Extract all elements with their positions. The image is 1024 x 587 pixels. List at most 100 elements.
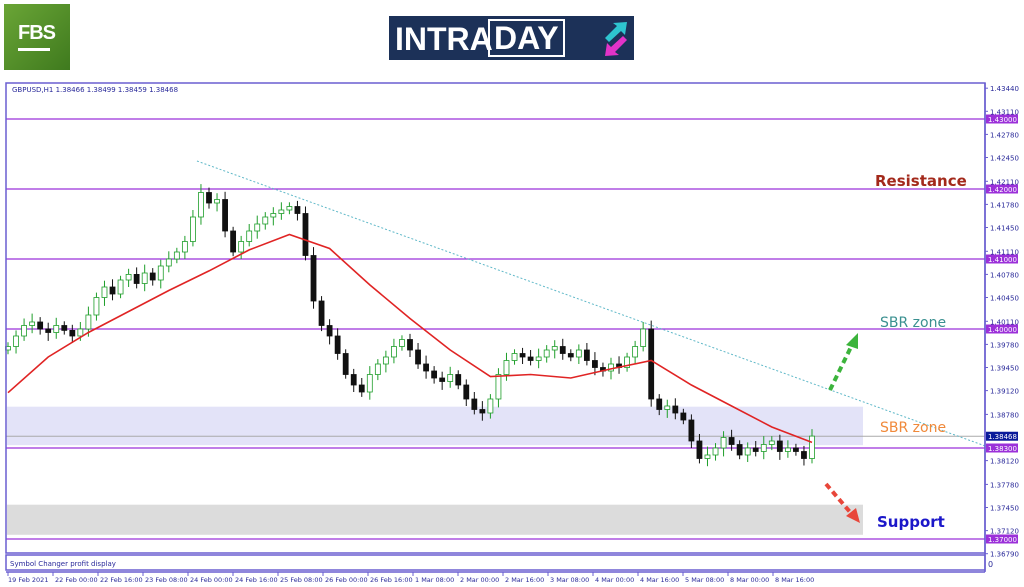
candle[interactable]	[608, 363, 614, 372]
candle[interactable]	[809, 435, 815, 459]
candle[interactable]	[366, 374, 373, 393]
candle[interactable]	[214, 199, 220, 204]
candle[interactable]	[246, 230, 253, 242]
candle[interactable]	[391, 346, 397, 358]
candle[interactable]	[85, 314, 92, 330]
candle[interactable]	[198, 192, 204, 218]
candle[interactable]	[455, 374, 462, 386]
candle[interactable]	[141, 272, 148, 284]
candle[interactable]	[45, 328, 52, 333]
candle[interactable]	[712, 447, 719, 456]
candle[interactable]	[680, 412, 687, 421]
candle[interactable]	[479, 409, 486, 414]
candle[interactable]	[752, 447, 759, 452]
candle[interactable]	[423, 363, 429, 372]
candle[interactable]	[463, 384, 470, 400]
candle[interactable]	[407, 339, 413, 351]
candle[interactable]	[165, 258, 172, 267]
candle[interactable]	[592, 360, 598, 368]
candle[interactable]	[431, 370, 438, 379]
candle[interactable]	[760, 444, 767, 452]
candle[interactable]	[551, 346, 558, 351]
candle[interactable]	[744, 447, 751, 456]
candle[interactable]	[776, 440, 783, 452]
candle[interactable]	[801, 451, 807, 459]
candle[interactable]	[728, 437, 735, 445]
candle[interactable]	[157, 265, 164, 281]
candle[interactable]	[503, 360, 510, 375]
candle[interactable]	[784, 447, 791, 452]
candle[interactable]	[415, 349, 421, 365]
candle[interactable]	[704, 454, 711, 459]
candle[interactable]	[254, 223, 261, 232]
candle[interactable]	[133, 273, 140, 284]
candle[interactable]	[238, 241, 245, 253]
candle[interactable]	[230, 230, 237, 253]
candle[interactable]	[262, 216, 269, 225]
candle[interactable]	[77, 328, 84, 337]
candle[interactable]	[294, 206, 301, 214]
candle[interactable]	[567, 353, 574, 358]
candle[interactable]	[447, 374, 454, 382]
candle[interactable]	[310, 255, 317, 302]
trendline[interactable]	[196, 160, 990, 448]
candle[interactable]	[720, 437, 727, 449]
candle[interactable]	[93, 297, 100, 316]
candle[interactable]	[53, 325, 60, 333]
candle[interactable]	[350, 374, 357, 386]
candle[interactable]	[535, 356, 542, 361]
candle[interactable]	[334, 335, 341, 354]
candle[interactable]	[181, 241, 188, 253]
candle[interactable]	[471, 398, 478, 410]
candle[interactable]	[117, 279, 124, 295]
candle[interactable]	[101, 286, 108, 298]
candle[interactable]	[358, 384, 365, 393]
candle[interactable]	[318, 300, 325, 326]
candle[interactable]	[29, 321, 36, 326]
candle[interactable]	[286, 206, 293, 211]
candle[interactable]	[656, 398, 663, 410]
candle[interactable]	[527, 356, 534, 361]
candle[interactable]	[632, 346, 639, 358]
candle[interactable]	[736, 444, 743, 456]
candle[interactable]	[575, 349, 582, 358]
candle[interactable]	[696, 440, 703, 459]
candle[interactable]	[222, 199, 228, 232]
candle[interactable]	[302, 213, 309, 256]
candle[interactable]	[793, 447, 799, 452]
candle[interactable]	[149, 272, 156, 281]
candle[interactable]	[270, 213, 277, 218]
candle[interactable]	[648, 328, 655, 400]
candle[interactable]	[382, 356, 389, 365]
candle[interactable]	[342, 353, 349, 375]
candle[interactable]	[399, 339, 405, 347]
candle[interactable]	[37, 321, 44, 330]
candle[interactable]	[495, 374, 502, 400]
candle[interactable]	[664, 405, 671, 410]
candle[interactable]	[190, 216, 196, 242]
candle[interactable]	[125, 273, 132, 281]
candle[interactable]	[69, 329, 76, 337]
candle[interactable]	[583, 349, 590, 361]
candle[interactable]	[439, 377, 446, 382]
candle[interactable]	[173, 251, 180, 260]
candle[interactable]	[624, 356, 630, 368]
candle[interactable]	[688, 419, 695, 442]
candle[interactable]	[374, 363, 381, 375]
candle[interactable]	[61, 325, 68, 331]
candle[interactable]	[672, 405, 679, 414]
candle[interactable]	[543, 349, 550, 358]
candle[interactable]	[326, 325, 333, 337]
candle[interactable]	[559, 346, 566, 354]
candle[interactable]	[278, 209, 285, 214]
candle[interactable]	[519, 353, 526, 358]
candle[interactable]	[487, 398, 494, 414]
candle[interactable]	[13, 335, 19, 347]
candle[interactable]	[640, 328, 647, 347]
candle[interactable]	[206, 192, 212, 204]
candle[interactable]	[768, 440, 775, 445]
candle[interactable]	[511, 353, 518, 361]
candle[interactable]	[109, 286, 116, 295]
candle[interactable]	[21, 325, 27, 337]
